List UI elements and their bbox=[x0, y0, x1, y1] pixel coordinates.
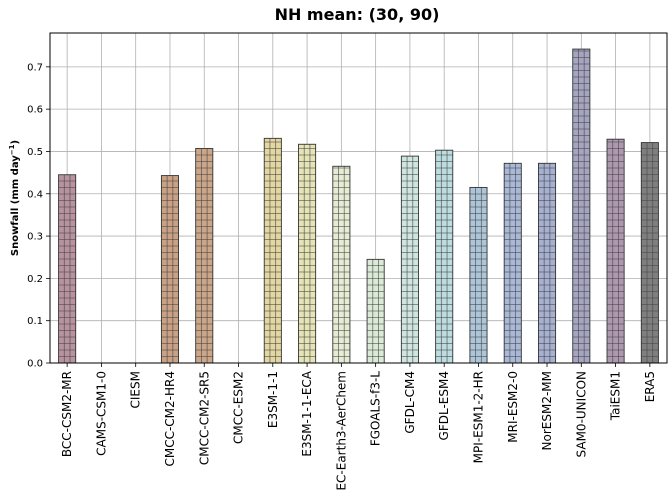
x-tick-label: CAMS-CSM1-0 bbox=[94, 371, 108, 456]
chart-title: NH mean: (30, 90) bbox=[275, 5, 440, 24]
x-tick-label: SAM0-UNICON bbox=[574, 371, 588, 457]
x-tick-label: MRI-ESM2-0 bbox=[506, 371, 520, 443]
bar-e3sm-1-1 bbox=[263, 137, 282, 364]
bar-fill bbox=[298, 144, 316, 363]
y-tick-label: 0.1 bbox=[27, 316, 43, 327]
bars bbox=[58, 48, 659, 364]
x-tick-label: CMCC-ESM2 bbox=[232, 371, 246, 444]
bar-taiesm1 bbox=[606, 138, 625, 364]
y-tick-label: 0.3 bbox=[27, 232, 43, 243]
bar-fill bbox=[264, 138, 282, 363]
bar-era5 bbox=[640, 142, 659, 364]
bar-fill bbox=[195, 148, 213, 363]
x-tick-label: MPI-ESM1-2-HR bbox=[471, 371, 485, 463]
bar-fill bbox=[504, 163, 522, 363]
x-tick-label: CIESM bbox=[129, 371, 143, 408]
plot-frame bbox=[49, 32, 668, 364]
bar-fill bbox=[161, 175, 179, 363]
y-axis-label-main: Snowfall (mm day bbox=[10, 155, 21, 256]
x-tick-label: CMCC-CM2-SR5 bbox=[197, 371, 211, 465]
y-tick-label: 0.0 bbox=[27, 359, 43, 370]
y-tick-label: 0.7 bbox=[27, 62, 43, 73]
bar-fill bbox=[572, 49, 590, 363]
bar-noresm2-mm bbox=[538, 162, 557, 364]
x-tick-label: NorESM2-MM bbox=[540, 371, 554, 450]
bar-mri-esm2-0 bbox=[503, 162, 522, 364]
y-tick-label: 0.4 bbox=[27, 189, 43, 200]
bar-fill bbox=[435, 150, 453, 363]
bar-mpi-esm1-2-hr bbox=[469, 186, 488, 364]
bar-fgoals-f3-l bbox=[366, 258, 385, 364]
x-tick-label: BCC-CSM2-MR bbox=[60, 371, 74, 457]
y-tick-label: 0.2 bbox=[27, 274, 43, 285]
y-tick-labels: 0.0 0.1 0.2 0.3 0.4 0.5 0.6 0.7 bbox=[27, 62, 50, 370]
x-tick-label: ERA5 bbox=[643, 371, 657, 402]
bar-fill bbox=[607, 139, 625, 363]
y-axis-label-exponent: −1 bbox=[8, 144, 16, 155]
bar-fill bbox=[332, 166, 350, 363]
bar-gfdl-esm4 bbox=[435, 149, 454, 364]
bar-gfdl-cm4 bbox=[400, 155, 419, 364]
y-axis-label-close: ) bbox=[10, 140, 21, 145]
x-tick-label: GFDL-CM4 bbox=[403, 371, 417, 434]
x-tick-label: GFDL-ESM4 bbox=[437, 371, 451, 440]
x-tick-label: E3SM-1-1-ECA bbox=[300, 370, 314, 456]
bar-fill bbox=[58, 174, 76, 363]
x-tick-label: E3SM-1-1 bbox=[266, 371, 280, 428]
bar-fill bbox=[538, 163, 556, 363]
bar-ec-earth3-aerchem bbox=[332, 165, 351, 364]
bar-cmcc-cm2-sr5 bbox=[195, 148, 214, 364]
x-tick-labels: BCC-CSM2-MR CAMS-CSM1-0 CIESM CMCC-CM2-HR4 C… bbox=[60, 363, 657, 491]
bar-sam0-unicon bbox=[572, 48, 591, 364]
x-tick-label: EC-Earth3-AerChem bbox=[334, 371, 348, 491]
y-tick-label: 0.5 bbox=[27, 147, 43, 158]
y-tick-label: 0.6 bbox=[27, 105, 43, 116]
y-axis-label: Snowfall (mm day−1) bbox=[8, 140, 21, 256]
bar-e3sm-1-1-eca bbox=[298, 143, 317, 364]
bar-fill bbox=[469, 187, 488, 363]
bar-cmcc-cm2-hr4 bbox=[160, 175, 179, 364]
x-tick-label: TaiESM1 bbox=[609, 371, 623, 421]
x-tick-label: CMCC-CM2-HR4 bbox=[163, 371, 177, 467]
x-tick-label: FGOALS-f3-L bbox=[369, 371, 383, 446]
bar-bcc-csm2-mr bbox=[58, 174, 77, 364]
